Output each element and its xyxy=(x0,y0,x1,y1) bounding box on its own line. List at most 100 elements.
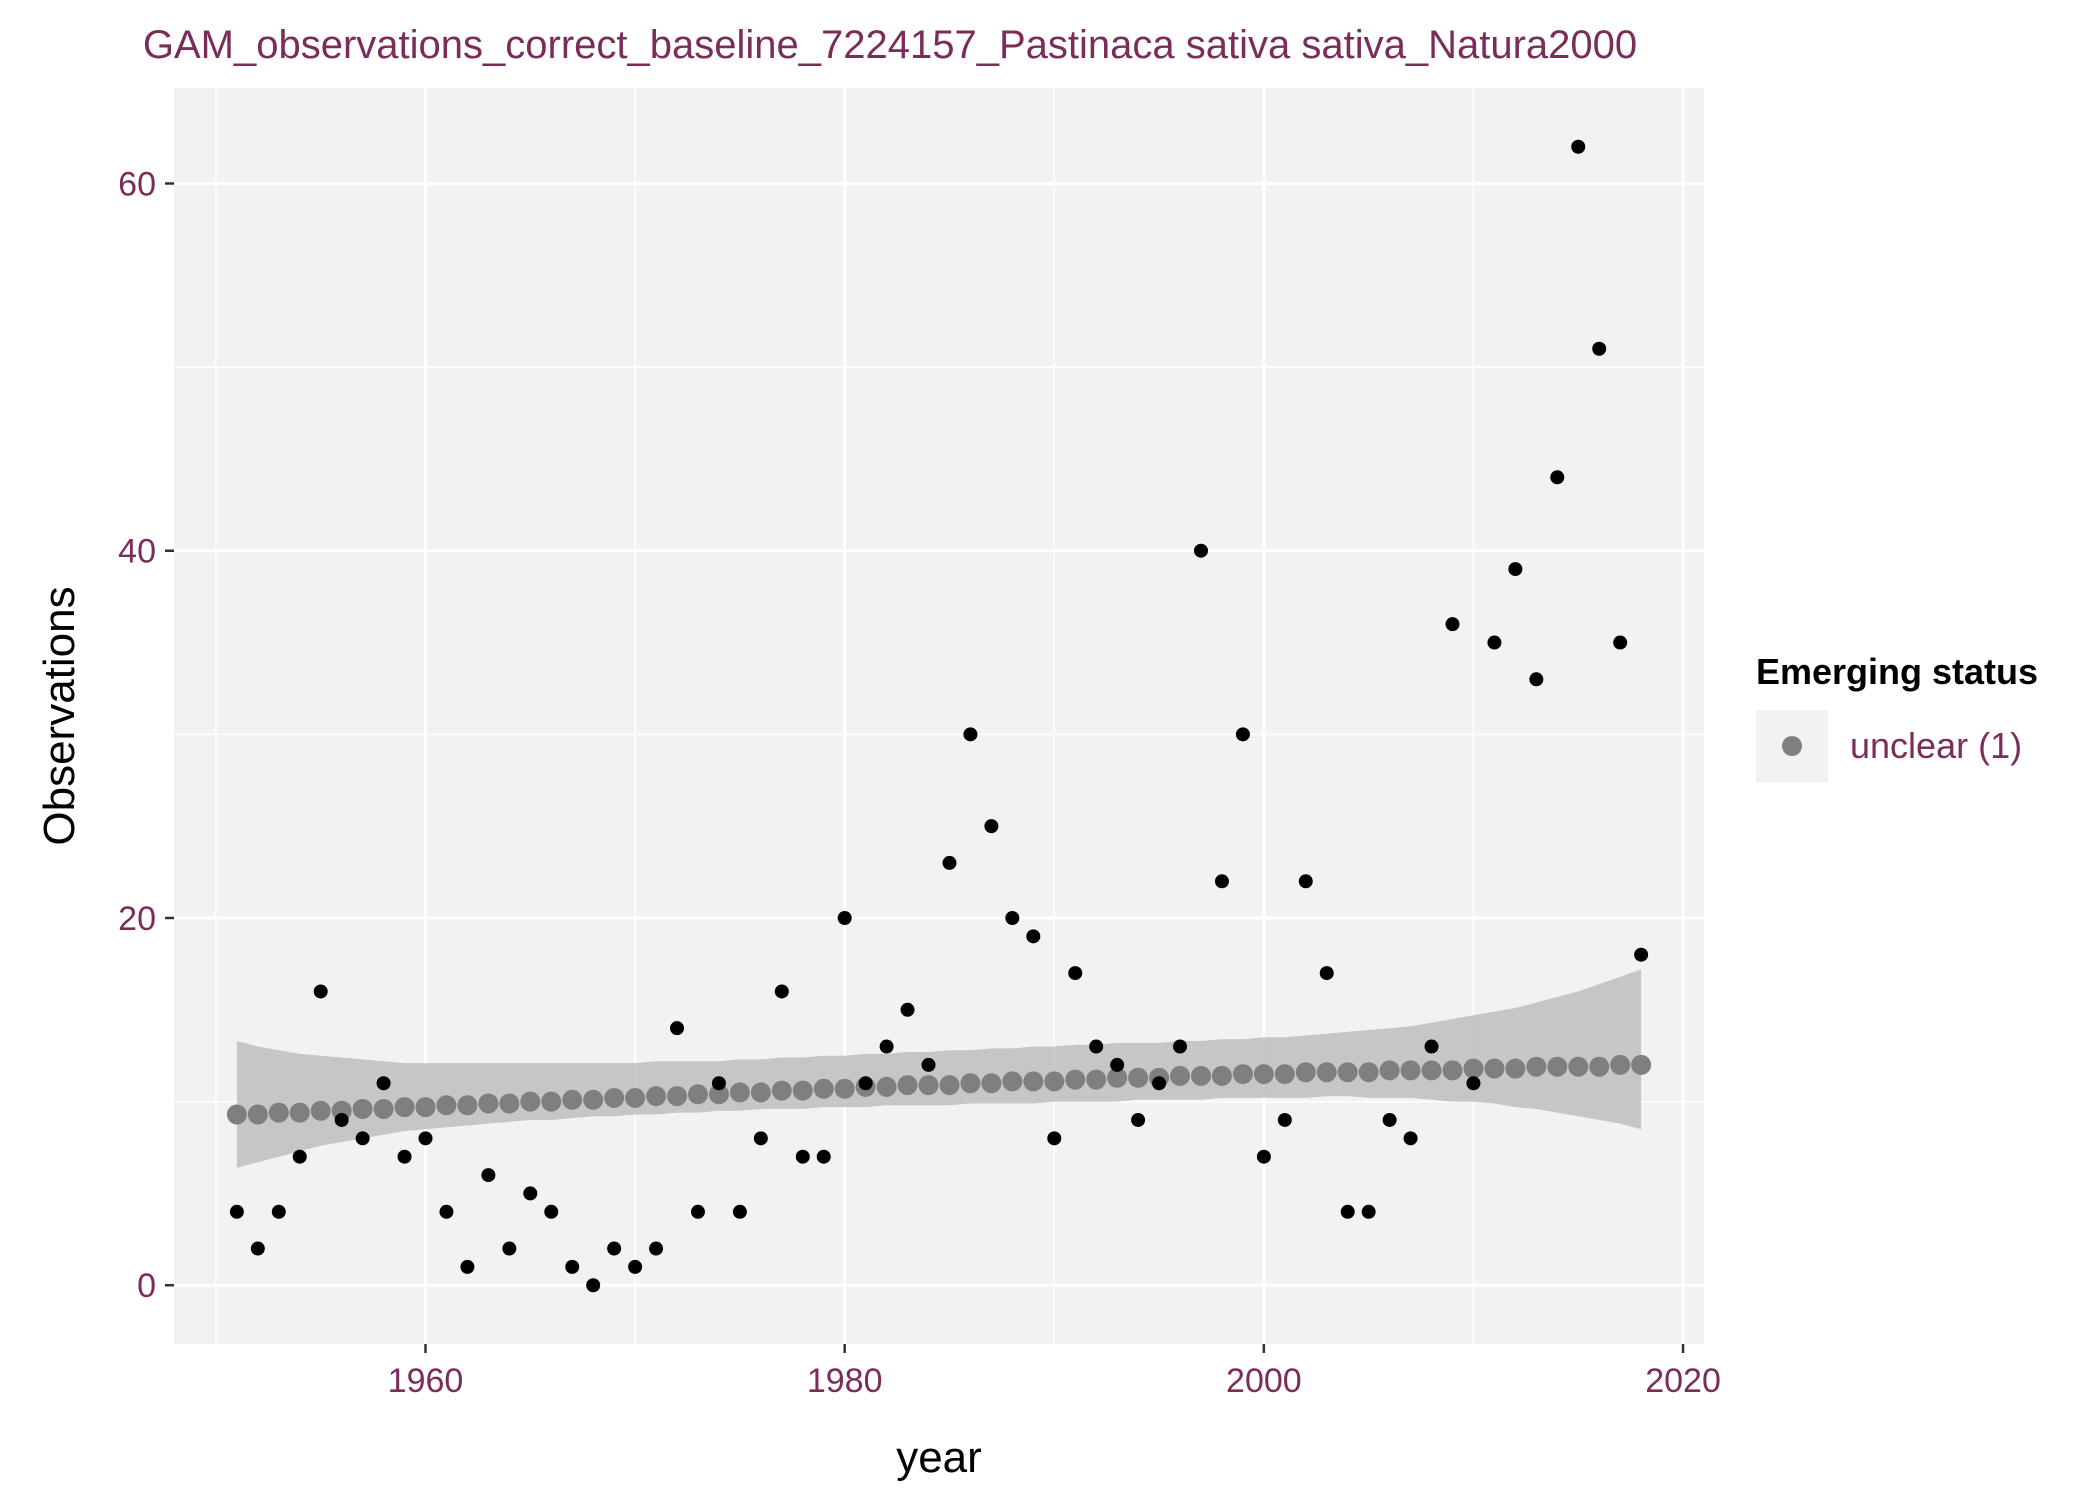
fitted-point xyxy=(625,1087,646,1108)
fitted-point xyxy=(1023,1071,1044,1092)
fitted-point xyxy=(1086,1069,1107,1090)
observed-point xyxy=(1571,139,1586,154)
minor-gridlines xyxy=(174,88,1704,1344)
fitted-point xyxy=(1568,1056,1589,1077)
fitted-point xyxy=(687,1084,708,1105)
observed-point xyxy=(1550,470,1565,485)
fitted-point xyxy=(352,1098,373,1119)
observed-point xyxy=(1382,1112,1397,1127)
observed-point xyxy=(732,1204,747,1219)
observed-point xyxy=(586,1278,601,1293)
observed-point xyxy=(1361,1204,1376,1219)
legend-key-dot xyxy=(1782,736,1802,756)
fitted-point xyxy=(1337,1062,1358,1083)
observed-point xyxy=(1319,966,1334,981)
fitted-point xyxy=(1400,1060,1421,1081)
observed-point xyxy=(1193,543,1208,558)
fitted-points-layer xyxy=(226,1054,1652,1125)
observed-point xyxy=(649,1241,664,1256)
fitted-point xyxy=(373,1098,394,1119)
observed-point xyxy=(523,1186,538,1201)
observed-point xyxy=(1634,947,1649,962)
observed-point xyxy=(670,1021,685,1036)
observed-point xyxy=(1256,1149,1271,1164)
observed-point xyxy=(292,1149,307,1164)
legend-label-unclear: unclear (1) xyxy=(1850,725,2022,766)
fitted-point xyxy=(918,1075,939,1096)
observed-point xyxy=(1508,562,1523,577)
fitted-point xyxy=(1505,1058,1526,1079)
fitted-point xyxy=(897,1075,918,1096)
fitted-point xyxy=(981,1073,1002,1094)
fitted-point xyxy=(939,1075,960,1096)
fitted-point xyxy=(562,1089,583,1110)
fitted-point xyxy=(1002,1071,1023,1092)
fitted-point xyxy=(646,1086,667,1107)
fitted-point xyxy=(1379,1060,1400,1081)
fitted-point xyxy=(604,1087,625,1108)
observed-point xyxy=(837,910,852,925)
y-axis-title: Observations xyxy=(35,586,84,845)
fitted-point xyxy=(1190,1065,1211,1086)
observed-point xyxy=(1487,635,1502,650)
observed-point xyxy=(565,1259,580,1274)
fitted-point xyxy=(394,1097,415,1118)
observed-point xyxy=(376,1076,391,1091)
observed-point xyxy=(250,1241,265,1256)
fitted-point xyxy=(1211,1065,1232,1086)
legend: Emerging status unclear (1) xyxy=(1756,651,2038,782)
y-tick-label: 20 xyxy=(118,900,156,938)
fitted-point xyxy=(268,1102,289,1123)
observed-point xyxy=(355,1131,370,1146)
observed-point xyxy=(774,984,789,999)
fitted-point xyxy=(1526,1056,1547,1077)
observed-point xyxy=(313,984,328,999)
observed-point xyxy=(1529,672,1544,687)
fitted-point xyxy=(1128,1067,1149,1088)
observed-point xyxy=(858,1076,873,1091)
fitted-point xyxy=(834,1078,855,1099)
fitted-point xyxy=(960,1073,981,1094)
x-tick-label: 1980 xyxy=(807,1362,883,1400)
fitted-point xyxy=(247,1104,268,1125)
observed-point xyxy=(271,1204,286,1219)
fitted-point xyxy=(541,1091,562,1112)
observed-point xyxy=(690,1204,705,1219)
observed-point xyxy=(753,1131,768,1146)
fitted-point xyxy=(667,1086,688,1107)
fitted-point xyxy=(1044,1071,1065,1092)
fitted-point xyxy=(226,1104,247,1125)
fitted-point xyxy=(1358,1062,1379,1083)
observed-point xyxy=(439,1204,454,1219)
fitted-point xyxy=(750,1082,771,1103)
observed-point xyxy=(1131,1112,1146,1127)
fitted-point xyxy=(813,1078,834,1099)
observed-point xyxy=(1152,1076,1167,1091)
fitted-point xyxy=(729,1082,750,1103)
fitted-point xyxy=(310,1100,331,1121)
x-tick-label: 2020 xyxy=(1645,1362,1721,1400)
observed-point xyxy=(921,1057,936,1072)
observed-point xyxy=(1235,727,1250,742)
observed-point xyxy=(607,1241,622,1256)
fitted-point xyxy=(1253,1064,1274,1085)
fitted-point xyxy=(289,1102,310,1123)
observed-point xyxy=(816,1149,831,1164)
x-tick-label: 2000 xyxy=(1226,1362,1302,1400)
observed-point xyxy=(879,1039,894,1054)
observed-point xyxy=(795,1149,810,1164)
x-axis-title: year xyxy=(896,1433,982,1482)
fitted-point xyxy=(1065,1069,1086,1090)
x-tick-label: 1960 xyxy=(388,1362,464,1400)
observed-point xyxy=(1214,874,1229,889)
observed-point xyxy=(1466,1076,1481,1091)
fitted-point xyxy=(792,1080,813,1101)
observed-point xyxy=(963,727,978,742)
observed-point xyxy=(1068,966,1083,981)
observed-point xyxy=(460,1259,475,1274)
fitted-point xyxy=(1631,1054,1652,1075)
observed-point xyxy=(984,819,999,834)
observed-point xyxy=(334,1112,349,1127)
fitted-point xyxy=(1547,1056,1568,1077)
